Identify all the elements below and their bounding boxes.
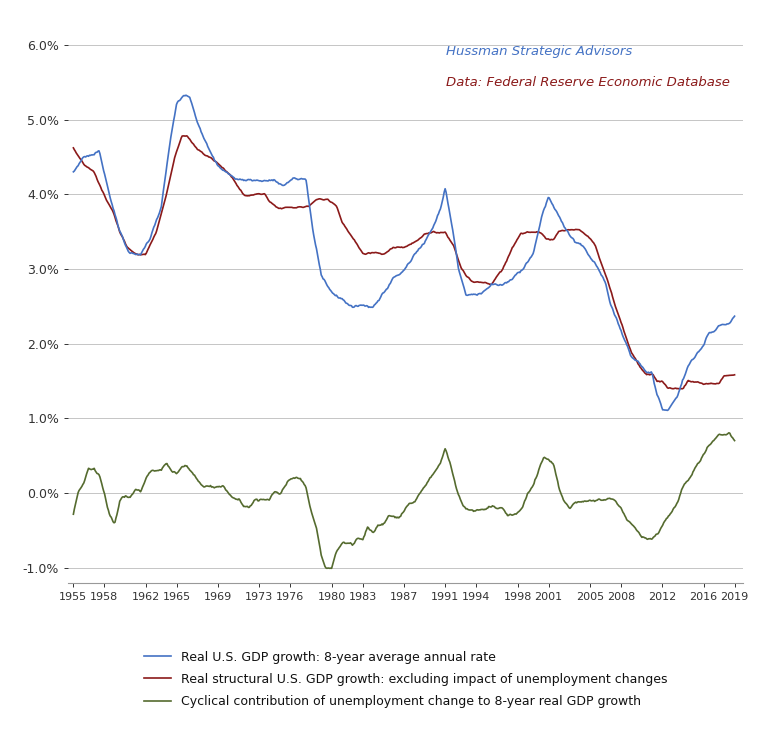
Real U.S. GDP growth: 8-year average annual rate: (2.02e+03, 0.0237): 8-year average annual rate: (2.02e+03, 0… — [730, 311, 739, 320]
Real U.S. GDP growth: 8-year average annual rate: (2.01e+03, 0.0111): 8-year average annual rate: (2.01e+03, 0… — [662, 406, 672, 415]
Real U.S. GDP growth: 8-year average annual rate: (1.96e+03, 0.043): 8-year average annual rate: (1.96e+03, 0… — [69, 167, 78, 176]
Real U.S. GDP growth: 8-year average annual rate: (2.01e+03, 0.0118): 8-year average annual rate: (2.01e+03, 0… — [666, 400, 675, 409]
Real structural U.S. GDP growth: excluding impact of unemployment changes: (2e+03, 0.0317): excluding impact of unemployment changes… — [504, 252, 513, 261]
Real U.S. GDP growth: 8-year average annual rate: (2e+03, 0.0283): 8-year average annual rate: (2e+03, 0.02… — [504, 277, 513, 286]
Real structural U.S. GDP growth: excluding impact of unemployment changes: (2.01e+03, 0.014): excluding impact of unemployment changes… — [674, 384, 683, 393]
Cyclical contribution of unemployment change to 8-year real GDP growth — [69, 509, 78, 518]
Legend: Real U.S. GDP growth: 8-year average annual rate, Real structural U.S. GDP growt: Real U.S. GDP growth: 8-year average ann… — [143, 651, 668, 708]
Real U.S. GDP growth: 8-year average annual rate: (1.97e+03, 0.0533): 8-year average annual rate: (1.97e+03, 0… — [181, 90, 190, 99]
Real structural U.S. GDP growth: excluding impact of unemployment changes: (2e+03, 0.0342): excluding impact of unemployment changes… — [584, 233, 594, 242]
Real structural U.S. GDP growth: excluding impact of unemployment changes: (1.97e+03, 0.04): excluding impact of unemployment changes… — [256, 190, 265, 199]
Real U.S. GDP growth: 8-year average annual rate: (1.97e+03, 0.0418): 8-year average annual rate: (1.97e+03, 0… — [256, 176, 265, 185]
Real U.S. GDP growth: 8-year average annual rate: (2e+03, 0.0318): 8-year average annual rate: (2e+03, 0.03… — [584, 251, 594, 260]
Cyclical contribution of unemployment change to 8-year real GDP growth — [725, 428, 734, 437]
Real U.S. GDP growth: 8-year average annual rate: (1.98e+03, 0.0412): 8-year average annual rate: (1.98e+03, 0… — [279, 181, 288, 190]
Line: Real U.S. GDP growth: 8-year average annual rate: Real U.S. GDP growth: 8-year average ann… — [74, 95, 735, 410]
Real structural U.S. GDP growth: excluding impact of unemployment changes: (2.02e+03, 0.0158): excluding impact of unemployment changes… — [730, 371, 739, 379]
Line: Real structural U.S. GDP growth: excluding impact of unemployment changes: Real structural U.S. GDP growth: excludi… — [74, 136, 735, 388]
Real structural U.S. GDP growth: excluding impact of unemployment changes: (1.97e+03, 0.0478): excluding impact of unemployment changes… — [183, 131, 192, 140]
Cyclical contribution of unemployment change to 8-year real GDP growth — [255, 495, 265, 504]
Cyclical contribution of unemployment change to 8-year real GDP growth — [322, 564, 331, 573]
Cyclical contribution of unemployment change to 8-year real GDP growth — [666, 509, 675, 518]
Real structural U.S. GDP growth: excluding impact of unemployment changes: (1.97e+03, 0.0414): excluding impact of unemployment changes… — [231, 179, 240, 188]
Cyclical contribution of unemployment change to 8-year real GDP growth — [278, 486, 287, 495]
Cyclical contribution of unemployment change to 8-year real GDP growth — [730, 436, 739, 445]
Cyclical contribution of unemployment change to 8-year real GDP growth — [230, 495, 240, 503]
Real structural U.S. GDP growth: excluding impact of unemployment changes: (2.01e+03, 0.0141): excluding impact of unemployment changes… — [666, 383, 675, 392]
Cyclical contribution of unemployment change to 8-year real GDP growth — [504, 511, 513, 520]
Text: Data: Federal Reserve Economic Database: Data: Federal Reserve Economic Database — [446, 75, 730, 89]
Line: Cyclical contribution of unemployment change to 8-year real GDP growth: Cyclical contribution of unemployment ch… — [74, 433, 735, 568]
Real U.S. GDP growth: 8-year average annual rate: (1.97e+03, 0.042): 8-year average annual rate: (1.97e+03, 0… — [231, 175, 240, 184]
Cyclical contribution of unemployment change to 8-year real GDP growth — [584, 496, 594, 505]
Real structural U.S. GDP growth: excluding impact of unemployment changes: (1.96e+03, 0.0462): excluding impact of unemployment changes… — [69, 143, 78, 152]
Real structural U.S. GDP growth: excluding impact of unemployment changes: (1.98e+03, 0.0382): excluding impact of unemployment changes… — [279, 203, 288, 212]
Text: Hussman Strategic Advisors: Hussman Strategic Advisors — [446, 45, 632, 58]
